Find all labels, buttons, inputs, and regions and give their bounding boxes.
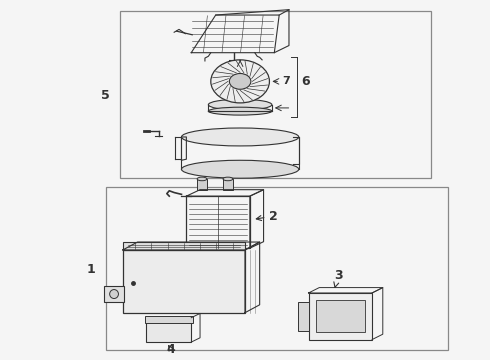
Bar [186, 196, 250, 248]
Bar [197, 179, 207, 190]
Ellipse shape [208, 99, 272, 110]
Text: 1: 1 [87, 263, 96, 276]
Text: 5: 5 [101, 89, 110, 102]
Bar [298, 302, 310, 330]
Bar [316, 300, 365, 332]
Bar [104, 286, 124, 302]
Text: 6: 6 [301, 75, 310, 88]
Ellipse shape [181, 128, 299, 146]
Bar [123, 242, 245, 250]
Ellipse shape [181, 160, 299, 178]
Ellipse shape [110, 289, 119, 298]
Ellipse shape [208, 107, 272, 115]
Ellipse shape [223, 177, 233, 181]
Text: 2: 2 [256, 210, 278, 222]
Bar [223, 179, 233, 190]
Text: 7: 7 [282, 76, 290, 86]
Bar [309, 293, 372, 339]
Circle shape [229, 73, 251, 89]
Bar [145, 316, 193, 323]
Bar [147, 318, 191, 342]
Bar [123, 250, 245, 313]
Circle shape [211, 60, 270, 103]
Ellipse shape [197, 177, 207, 181]
Text: 3: 3 [334, 269, 343, 288]
Bar [121, 12, 431, 178]
Text: 4: 4 [167, 343, 175, 356]
Bar [106, 187, 448, 350]
